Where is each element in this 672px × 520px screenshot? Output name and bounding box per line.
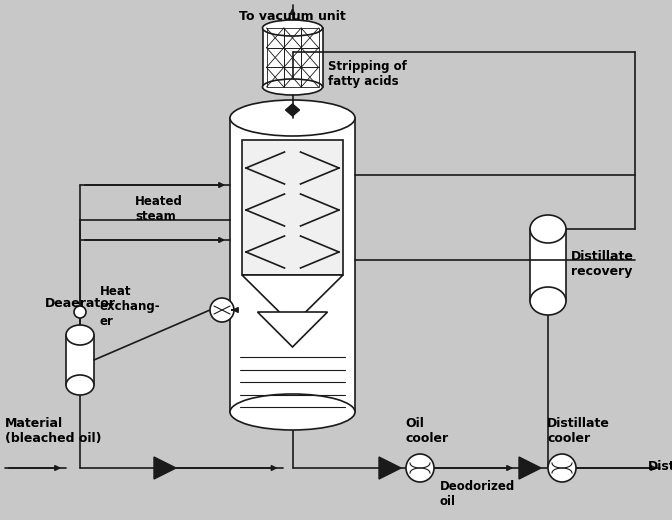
Ellipse shape — [548, 454, 576, 482]
Polygon shape — [379, 457, 401, 479]
Text: Deodorized
oil: Deodorized oil — [440, 480, 515, 508]
Bar — [530, 229, 566, 301]
Ellipse shape — [230, 394, 355, 430]
Ellipse shape — [74, 306, 86, 318]
Text: Stripping of
fatty acids: Stripping of fatty acids — [327, 60, 407, 88]
Text: Heated
steam: Heated steam — [135, 195, 183, 223]
Ellipse shape — [230, 100, 355, 136]
Text: Heat
exchang-
er: Heat exchang- er — [100, 285, 161, 328]
Text: To vacuum unit: To vacuum unit — [239, 10, 346, 23]
Text: Distillate
cooler: Distillate cooler — [547, 417, 610, 445]
Ellipse shape — [263, 20, 323, 36]
Text: Oil
cooler: Oil cooler — [405, 417, 448, 445]
Ellipse shape — [66, 375, 94, 395]
Bar — [242, 140, 343, 275]
Text: Deaerator: Deaerator — [45, 297, 116, 310]
Ellipse shape — [210, 298, 234, 322]
Text: Material
(bleached oil): Material (bleached oil) — [5, 417, 101, 445]
Ellipse shape — [530, 215, 566, 243]
Polygon shape — [257, 312, 327, 347]
Ellipse shape — [530, 287, 566, 315]
Polygon shape — [154, 457, 176, 479]
Bar — [230, 118, 355, 412]
Polygon shape — [286, 104, 300, 116]
Polygon shape — [242, 275, 343, 325]
Bar — [263, 28, 323, 87]
Ellipse shape — [66, 325, 94, 345]
Ellipse shape — [263, 79, 323, 95]
Text: Distillate
recovery: Distillate recovery — [571, 250, 634, 278]
Polygon shape — [519, 457, 541, 479]
Text: Distillate: Distillate — [648, 460, 672, 473]
Bar — [66, 335, 94, 385]
Ellipse shape — [406, 454, 434, 482]
